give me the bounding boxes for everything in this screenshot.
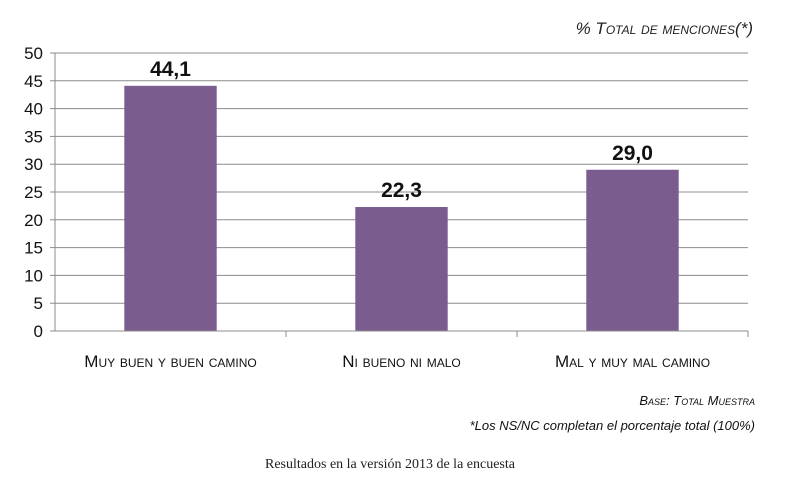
bar xyxy=(124,85,217,331)
data-labels: 44,1 22,3 29,0 xyxy=(150,58,653,202)
data-label: 44,1 xyxy=(150,58,191,81)
y-tick-label: 40 xyxy=(24,100,43,119)
bar xyxy=(355,207,448,331)
y-tick-label: 10 xyxy=(24,266,43,285)
data-label: 29,0 xyxy=(612,142,653,165)
y-tick-label: 15 xyxy=(24,239,43,258)
bars xyxy=(124,85,679,331)
y-axis-ticks: 0 5 10 15 20 25 30 35 40 45 50 xyxy=(24,44,749,341)
y-tick-label: 35 xyxy=(24,127,43,146)
category-label: Mal y muy mal camino xyxy=(555,352,710,371)
y-tick-label: 5 xyxy=(34,294,43,313)
y-tick-label: 50 xyxy=(24,44,43,63)
unit-label: % Total de menciones(*) xyxy=(576,19,753,38)
y-tick-label: 20 xyxy=(24,211,43,230)
y-tick-label: 25 xyxy=(24,183,43,202)
footnote: *Los NS/NC completan el porcentaje total… xyxy=(470,418,755,433)
data-label: 22,3 xyxy=(381,179,422,202)
x-axis-categories: Muy buen y buen camino Ni bueno ni malo Ma… xyxy=(84,352,710,371)
base-note: Base: Total Muestra xyxy=(639,393,755,408)
category-label: Muy buen y buen camino xyxy=(84,352,256,371)
caption: Resultados en la versión 2013 de la encu… xyxy=(265,457,516,472)
bar xyxy=(586,169,679,331)
y-tick-label: 0 xyxy=(34,322,43,341)
y-tick-label: 30 xyxy=(24,155,43,174)
category-label: Ni bueno ni malo xyxy=(342,352,460,371)
y-tick-label: 45 xyxy=(24,72,43,91)
